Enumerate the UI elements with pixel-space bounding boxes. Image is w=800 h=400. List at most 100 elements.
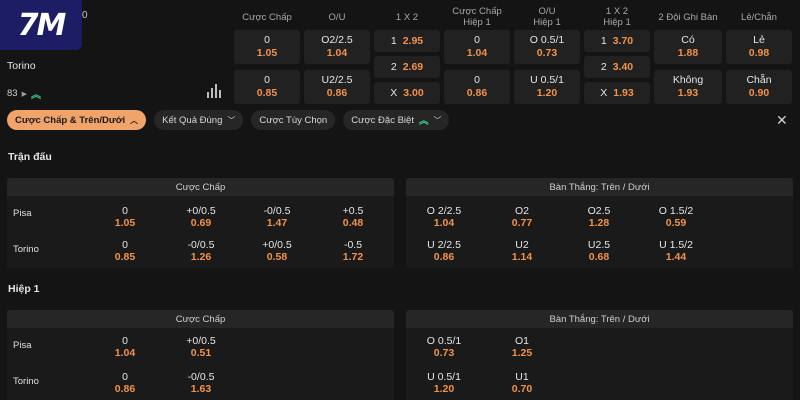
brand-logo[interactable]: 7M (0, 0, 82, 50)
odds-cell[interactable]: O 0.5/1 0.73 (406, 330, 482, 364)
odds-cell[interactable]: Chẵn 0.90 (726, 70, 792, 104)
odds-cell[interactable]: 0 0.85 (87, 234, 163, 268)
odds-line: 2 (600, 60, 607, 73)
odds-line: U 0.5/1 (530, 74, 564, 86)
odds-line: 0 (474, 34, 480, 46)
odds-cell[interactable]: -0/0.5 1.63 (163, 366, 239, 400)
odds-value: 1.14 (511, 251, 533, 263)
odds-line: X (600, 86, 608, 99)
odds-value: 1.04 (114, 347, 136, 359)
odds-cell[interactable]: Lẻ 0.98 (726, 30, 792, 64)
odds-line: U 2/2.5 (427, 239, 461, 251)
odds-cell[interactable]: U1 0.70 (484, 366, 560, 400)
odds-line: 1 (600, 34, 607, 47)
odds-line: O2/2.5 (321, 34, 353, 46)
odds-value: 1.05 (114, 217, 136, 229)
stats-icon[interactable] (207, 84, 221, 98)
filter-chip-correct-score[interactable]: Kết Quả Đúng ﹀ (154, 110, 244, 130)
odds-value: 1.04 (466, 47, 488, 59)
odds-cell[interactable]: O2.5 1.28 (561, 200, 637, 234)
odds-value: 0.98 (748, 47, 770, 59)
odds-value: 3.40 (612, 60, 634, 73)
team-name-away: Torino (13, 376, 39, 387)
odds-cell[interactable]: +0/0.5 0.58 (239, 234, 315, 268)
odds-cell[interactable]: 0 1.05 (87, 200, 163, 234)
double-chevron-up-icon: ︽ (30, 90, 41, 101)
header-ou: O/U (328, 11, 346, 23)
odds-value: 3.70 (612, 34, 634, 47)
odds-value: 0.69 (190, 217, 212, 229)
odds-cell[interactable]: O2/2.5 1.04 (304, 30, 370, 64)
odds-line: -0/0.5 (263, 205, 291, 217)
odds-cell[interactable]: O 0.5/1 0.73 (514, 30, 580, 64)
odds-line: 0 (474, 74, 480, 86)
odds-line: O1 (514, 335, 529, 347)
team-name-away: Torino (7, 60, 36, 72)
odds-cell[interactable]: 0 1.05 (234, 30, 300, 64)
odds-cell[interactable]: O 1.5/2 0.59 (638, 200, 714, 234)
filter-label: Kết Quả Đúng (162, 114, 223, 126)
odds-cell[interactable]: U2.5 0.68 (561, 234, 637, 268)
close-icon[interactable]: ✕ (776, 112, 788, 128)
odds-cell[interactable]: 0 0.86 (87, 366, 163, 400)
odds-cell[interactable]: 2 2.69 (374, 56, 440, 78)
odds-value: 0.70 (511, 383, 533, 395)
handicap-panel-half: Cược Chấp Pisa Torino 0 1.04 +0/0.5 0.51 0… (7, 310, 394, 400)
odds-value: 0.73 (433, 347, 455, 359)
odds-cell[interactable]: U2 1.14 (484, 234, 560, 268)
odds-cell[interactable]: O 2/2.5 1.04 (406, 200, 482, 234)
match-indicator[interactable]: 83 ▶ ︽ (7, 86, 41, 101)
odds-line: U2 (515, 239, 529, 251)
odds-line: -0/0.5 (187, 239, 215, 251)
odds-cell[interactable]: +0.5 0.48 (315, 200, 391, 234)
odds-cell[interactable]: 0 0.86 (444, 70, 510, 104)
odds-cell[interactable]: -0/0.5 1.26 (163, 234, 239, 268)
odds-cell[interactable]: X 3.00 (374, 82, 440, 104)
odds-value: 0.59 (665, 217, 687, 229)
odds-value: 0.58 (266, 251, 288, 263)
odds-value: 1.63 (190, 383, 212, 395)
odds-value: 1.04 (433, 217, 455, 229)
odds-cell[interactable]: 0 1.04 (87, 330, 163, 364)
odds-cell[interactable]: 0 1.04 (444, 30, 510, 64)
odds-cell[interactable]: 2 3.40 (584, 56, 650, 78)
odds-line: 0 (122, 239, 128, 251)
odds-line: 0 (122, 335, 128, 347)
odds-value: 1.20 (536, 87, 558, 99)
filter-chip-special-bet[interactable]: Cược Đặc Biệt ︽ ﹀ (343, 110, 450, 130)
team-name-home: Pisa (13, 340, 32, 351)
odds-cell[interactable]: 1 3.70 (584, 30, 650, 52)
odds-value: 0.86 (114, 383, 136, 395)
double-chevron-up-icon: ︽ (418, 116, 429, 127)
filter-chip-custom-bet[interactable]: Cược Tùy Chọn (251, 110, 336, 130)
odds-line: 0 (122, 371, 128, 383)
odds-cell[interactable]: U 2/2.5 0.86 (406, 234, 482, 268)
odds-cell[interactable]: X 1.93 (584, 82, 650, 104)
odds-line: Lẻ (753, 34, 765, 46)
odds-cell[interactable]: U 1.5/2 1.44 (638, 234, 714, 268)
filter-chip-handicap-ou[interactable]: Cược Chấp & Trên/Dưới ︿ (7, 110, 147, 130)
odds-cell[interactable]: Có 1.88 (654, 30, 722, 64)
odds-value: 1.72 (342, 251, 364, 263)
odds-value: 1.88 (677, 47, 699, 59)
odds-cell[interactable]: Không 1.93 (654, 70, 722, 104)
odds-cell[interactable]: U 0.5/1 1.20 (514, 70, 580, 104)
odds-cell[interactable]: 0 0.85 (234, 70, 300, 104)
odds-cell[interactable]: -0.5 1.72 (315, 234, 391, 268)
odds-cell[interactable]: U2/2.5 0.86 (304, 70, 370, 104)
odds-cell[interactable]: U 0.5/1 1.20 (406, 366, 482, 400)
odds-value: 0.90 (748, 87, 770, 99)
chevron-down-icon: ﹀ (433, 115, 442, 125)
odds-cell[interactable]: +0/0.5 0.69 (163, 200, 239, 234)
odds-cell[interactable]: O1 1.25 (484, 330, 560, 364)
odds-line: -0/0.5 (187, 371, 215, 383)
odds-cell[interactable]: O2 0.77 (484, 200, 560, 234)
chevron-up-icon: ︿ (130, 115, 139, 125)
odds-cell[interactable]: -0/0.5 1.47 (239, 200, 315, 234)
odds-line: Không (672, 74, 704, 86)
odds-cell[interactable]: 1 2.95 (374, 30, 440, 52)
odds-value: 1.25 (511, 347, 533, 359)
odds-cell[interactable]: +0/0.5 0.51 (163, 330, 239, 364)
odds-line: +0.5 (342, 205, 364, 217)
odds-line: U2.5 (587, 239, 611, 251)
